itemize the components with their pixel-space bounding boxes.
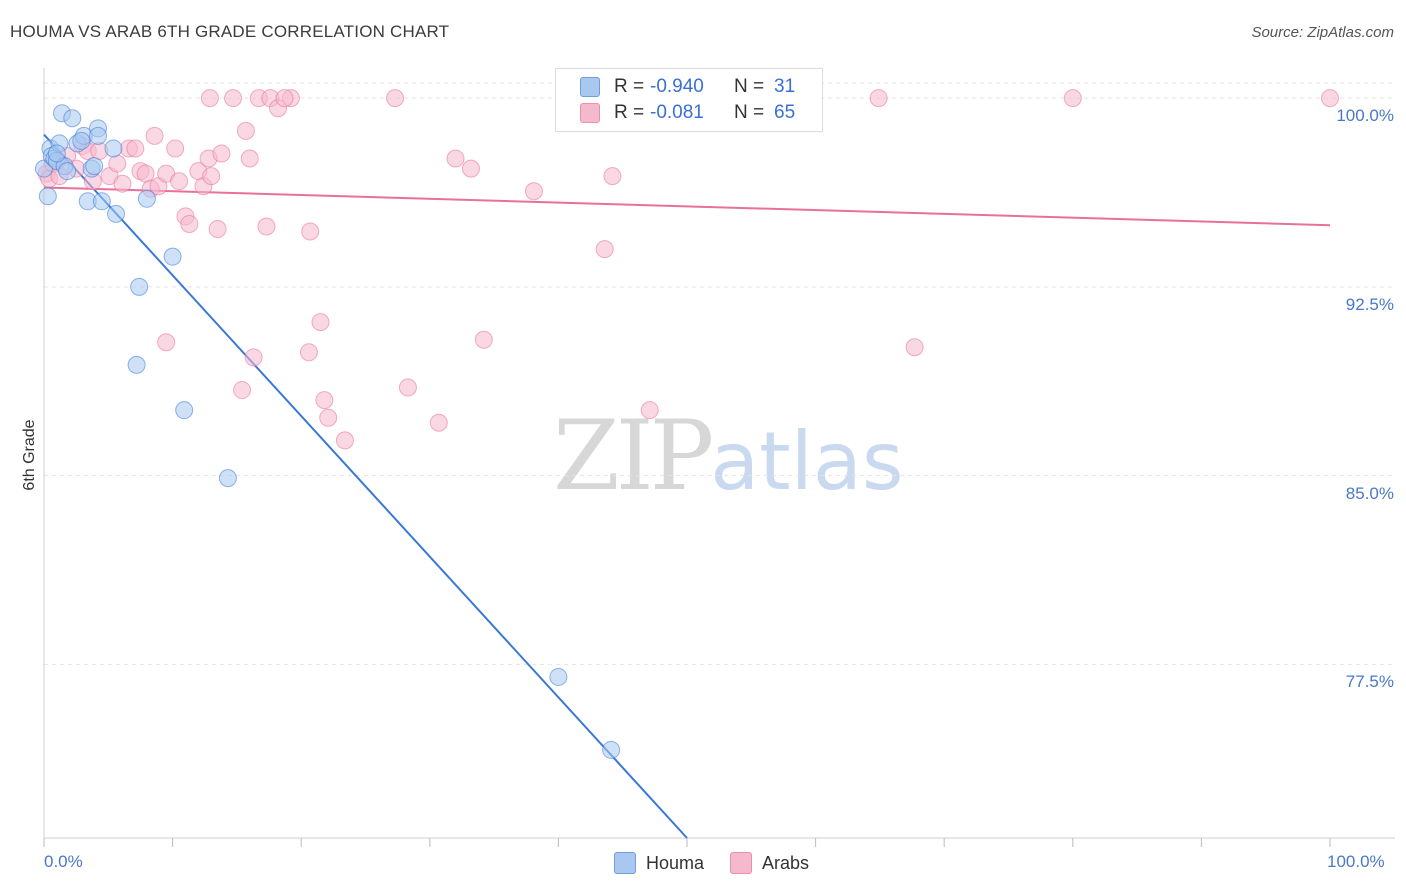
point-arabs xyxy=(224,89,243,108)
point-arabs xyxy=(257,217,276,236)
point-arabs xyxy=(1321,89,1339,108)
legend-swatch-arabs xyxy=(730,852,753,874)
point-arabs xyxy=(386,89,405,108)
legend-label-arabs: Arabs xyxy=(762,852,810,873)
y-tick-label: 77.5% xyxy=(1345,672,1394,692)
point-arabs xyxy=(429,413,448,432)
point-arabs xyxy=(524,182,543,201)
point-arabs xyxy=(244,348,263,367)
axes xyxy=(43,68,1395,847)
point-houma xyxy=(92,192,111,211)
trend-line-houma xyxy=(43,133,688,839)
point-arabs xyxy=(905,338,924,357)
point-arabs xyxy=(398,378,417,397)
watermark-zip: ZIP xyxy=(553,400,714,512)
point-houma xyxy=(163,247,182,266)
point-houma xyxy=(137,189,156,208)
point-houma xyxy=(602,740,621,759)
point-arabs xyxy=(202,167,221,186)
point-houma xyxy=(218,469,237,488)
point-arabs xyxy=(136,164,155,183)
point-houma xyxy=(85,157,104,176)
watermark-atlas: atlas xyxy=(710,415,904,508)
legend-swatch-houma xyxy=(580,77,600,97)
x-tick-label-min: 0.0% xyxy=(44,852,83,871)
legend-r-value: -0.940 xyxy=(650,76,704,97)
point-houma xyxy=(549,667,568,686)
point-arabs xyxy=(236,121,255,140)
point-houma xyxy=(47,144,66,163)
legend-r-value: -0.081 xyxy=(650,102,704,123)
chart-title: HOUMA VS ARAB 6TH GRADE CORRELATION CHAR… xyxy=(10,22,450,41)
legend-label-houma: Houma xyxy=(646,852,705,873)
stats-legend: R = -0.940 N = 31 R = -0.081 N = 65 xyxy=(555,68,823,132)
point-arabs xyxy=(166,139,185,158)
point-arabs xyxy=(212,144,231,163)
point-arabs xyxy=(170,172,189,191)
point-houma xyxy=(130,277,149,296)
y-axis-label: 6th Grade xyxy=(21,419,38,491)
point-arabs xyxy=(335,431,354,450)
source-label: Source: ZipAtlas.com xyxy=(1251,24,1394,41)
x-tick-label-max: 100.0% xyxy=(1327,852,1385,871)
point-arabs xyxy=(113,174,132,193)
legend-row-arabs: R = -0.081 N = 65 xyxy=(580,101,795,125)
legend-n-value: 65 xyxy=(774,102,796,123)
point-arabs xyxy=(301,222,320,241)
y-tick-label: 100.0% xyxy=(1336,106,1394,126)
point-arabs xyxy=(474,330,493,349)
point-arabs xyxy=(461,159,480,178)
point-arabs xyxy=(233,381,252,400)
y-tick-label: 85.0% xyxy=(1345,483,1394,503)
point-houma xyxy=(38,187,57,206)
point-arabs xyxy=(311,313,330,332)
legend-swatch-houma xyxy=(614,852,636,874)
legend-n-label: N = xyxy=(734,76,765,97)
point-houma xyxy=(175,401,194,420)
point-arabs xyxy=(126,139,145,158)
point-arabs xyxy=(869,89,888,108)
point-arabs xyxy=(157,333,176,352)
point-arabs xyxy=(180,214,199,233)
gridlines xyxy=(44,82,1395,665)
point-houma xyxy=(127,355,146,374)
y-tick-label: 92.5% xyxy=(1345,294,1394,314)
point-arabs xyxy=(1063,89,1082,108)
point-houma xyxy=(58,162,77,181)
watermark: ZIPatlas xyxy=(553,400,904,512)
legend-swatch-arabs xyxy=(580,103,600,123)
point-arabs xyxy=(240,149,259,168)
legend-r-label: R = xyxy=(614,76,645,97)
legend-r-label: R = xyxy=(614,102,645,123)
point-arabs xyxy=(446,149,465,168)
point-houma xyxy=(107,204,126,223)
legend-item-arabs[interactable]: Arabs xyxy=(730,852,809,874)
point-houma xyxy=(63,109,82,128)
legend-n-label: N = xyxy=(734,102,765,123)
point-arabs xyxy=(275,89,294,108)
data-points xyxy=(35,89,1339,759)
trend-line-arabs xyxy=(43,186,1331,227)
legend-row-houma: R = -0.940 N = 31 xyxy=(580,75,795,99)
point-arabs xyxy=(315,391,334,410)
legend-n-value: 31 xyxy=(774,76,796,97)
point-arabs xyxy=(200,89,219,108)
series-legend: Houma Arabs xyxy=(614,852,835,874)
point-arabs xyxy=(603,167,622,186)
point-arabs xyxy=(595,240,614,259)
point-houma xyxy=(104,139,123,158)
point-arabs xyxy=(208,219,227,238)
point-houma xyxy=(72,131,91,150)
point-arabs xyxy=(299,343,318,362)
trend-lines xyxy=(43,133,1331,839)
point-arabs xyxy=(319,408,338,427)
point-houma xyxy=(89,126,108,145)
point-arabs xyxy=(108,154,127,173)
point-arabs xyxy=(145,126,164,145)
point-arabs xyxy=(640,401,659,420)
legend-item-houma[interactable]: Houma xyxy=(614,852,704,874)
